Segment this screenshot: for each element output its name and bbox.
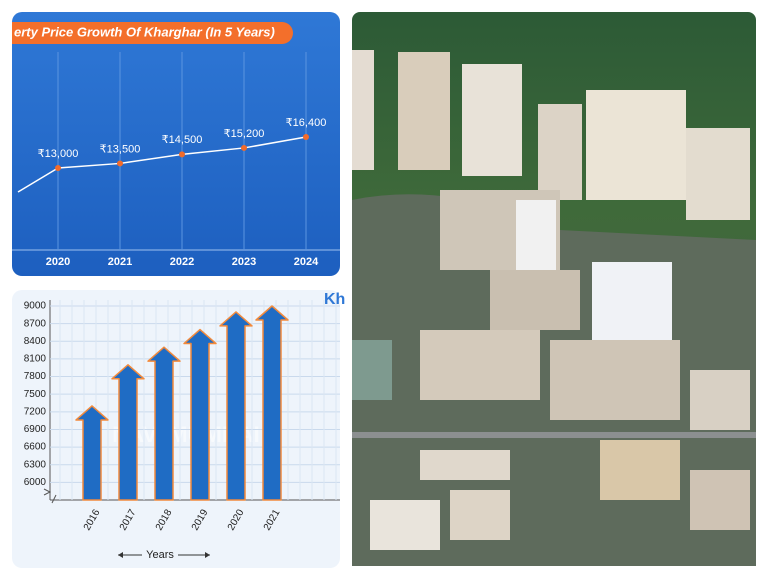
- point: [303, 134, 309, 140]
- y-tick-label: 8100: [24, 354, 47, 365]
- building: [516, 200, 556, 276]
- y-tick-label: 6600: [24, 442, 47, 453]
- building: [600, 440, 680, 500]
- axis-break: [43, 488, 57, 504]
- y-tick-label: 7800: [24, 371, 47, 382]
- x-tick-label: 2021: [108, 256, 132, 268]
- building: [686, 128, 750, 220]
- arrow-bar: [219, 311, 253, 501]
- data-label: ₹15,200: [224, 128, 265, 140]
- title-pill: [12, 22, 293, 44]
- point: [55, 165, 61, 171]
- data-label: ₹13,500: [100, 143, 141, 155]
- building: [450, 490, 510, 540]
- building: [490, 270, 580, 330]
- x-tick-label: 2024: [294, 256, 319, 268]
- arrow-bar: [147, 346, 181, 501]
- water: [352, 340, 392, 400]
- panel-background: [12, 12, 340, 276]
- y-tick-label: 8700: [24, 318, 47, 329]
- point: [179, 151, 185, 158]
- axis-arrowhead: [118, 552, 123, 558]
- city-photo: [352, 12, 756, 567]
- data-label: ₹16,400: [286, 117, 327, 129]
- y-tick-label: 9000: [24, 301, 47, 312]
- point: [117, 160, 123, 167]
- road: [352, 432, 756, 438]
- x-axis-label: Years: [146, 549, 174, 561]
- line-chart-panel: erty Price Growth Of Kharghar (In 5 Year…: [12, 12, 340, 276]
- building: [690, 370, 750, 430]
- building: [420, 330, 540, 400]
- building: [592, 262, 672, 342]
- axis-arrowhead: [205, 552, 210, 558]
- point: [241, 144, 247, 151]
- data-label: ₹14,500: [162, 134, 203, 146]
- chart-title: erty Price Growth Of Kharghar (In 5 Year…: [14, 24, 275, 39]
- y-tick-label: 7500: [24, 389, 47, 400]
- line-lead-in: [17, 167, 59, 193]
- building: [550, 340, 680, 420]
- building: [420, 450, 510, 480]
- building: [690, 470, 750, 530]
- building: [586, 90, 686, 200]
- y-tick-label: 6900: [24, 424, 47, 435]
- x-tick-label: 2020: [46, 256, 70, 268]
- arrow-bar: [75, 405, 109, 501]
- y-tick-label: 6000: [24, 477, 47, 488]
- building: [352, 50, 374, 170]
- arrow-bar: [111, 364, 145, 501]
- y-tick-label: 8400: [24, 336, 47, 347]
- y-tick-label: 6300: [24, 459, 47, 470]
- building: [398, 52, 450, 170]
- building: [462, 64, 522, 176]
- x-tick-label: 2023: [232, 256, 256, 268]
- y-tick-label: 7200: [24, 406, 47, 417]
- data-label: ₹13,000: [38, 148, 79, 160]
- arrow-bar: [255, 305, 289, 501]
- arrow-bar: [183, 328, 217, 501]
- building: [538, 104, 582, 200]
- x-tick-label: 2022: [170, 256, 194, 268]
- building: [370, 500, 440, 550]
- bar-chart-panel: Years NAVI MUMBAI Kh 6000630066006900720…: [12, 290, 345, 568]
- corner-text: Kh: [324, 291, 345, 308]
